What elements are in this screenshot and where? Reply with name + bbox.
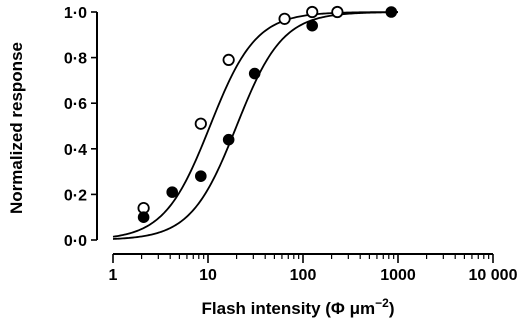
y-tick-label: 0·6 [64, 96, 87, 113]
data-point-filled-circle [222, 133, 235, 146]
data-point-filled-circle [137, 211, 150, 223]
fit-curve-2 [112, 11, 399, 240]
x-tick-label: 1 [109, 267, 118, 284]
fit-curves [112, 11, 399, 240]
data-point-filled-circle [248, 67, 261, 80]
data-point-filled-circle [195, 170, 207, 182]
x-tick-label: 100 [290, 267, 317, 284]
y-axis-title: Normalized response [7, 42, 26, 214]
x-tick-label: 1000 [380, 267, 416, 284]
data-point-open-circle [331, 5, 344, 19]
data-point-open-circle [306, 5, 319, 19]
x-axis-title: Flash intensity (Φ μm−2) [202, 296, 395, 318]
data-point-filled-circle [385, 6, 398, 18]
x-axis-title-superscript: −2 [375, 296, 389, 310]
data-point-filled-circle [166, 186, 179, 198]
data-points [137, 5, 398, 223]
axes: 0·0 0·2 0·4 0·6 0·8 1·0 1 10 100 1000 10 000 [64, 5, 518, 284]
data-point-open-circle [194, 117, 207, 130]
y-tick-label: 1·0 [64, 5, 87, 22]
x-tick-label: 10 [199, 267, 217, 284]
y-tick-label: 0·2 [64, 187, 87, 204]
x-axis-title-close: ) [389, 299, 395, 318]
y-tick-label: 0·0 [64, 233, 87, 250]
data-point-open-circle [222, 53, 235, 66]
x-axis-title-main: Flash intensity (Φ μm [202, 299, 376, 318]
data-point-open-circle [278, 12, 291, 25]
fit-curve-1 [112, 11, 399, 238]
x-tick-label: 10 000 [469, 267, 518, 284]
y-tick-label: 0·8 [64, 51, 87, 68]
y-tick-label: 0·4 [64, 142, 87, 159]
data-point-filled-circle [306, 19, 319, 32]
